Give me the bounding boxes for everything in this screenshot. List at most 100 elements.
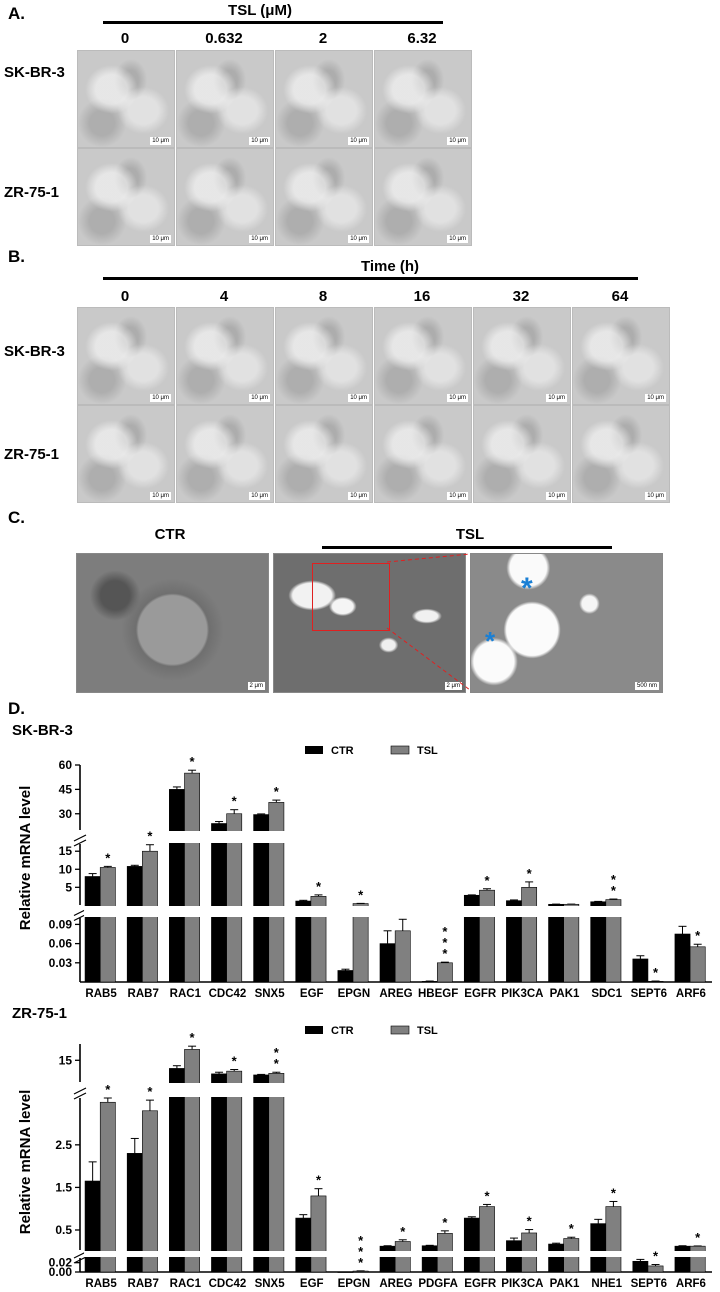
panel-a-scale-label: 10 μm xyxy=(249,235,270,243)
panel-b-micrograph: 10 μm xyxy=(275,307,373,405)
x-tick-label: EGFR xyxy=(464,988,497,1000)
bar-break-gap xyxy=(267,831,285,843)
panel-b-micrograph: 10 μm xyxy=(572,307,670,405)
legend-label-ctr: CTR xyxy=(331,1025,354,1037)
panel-b-micrograph: 10 μm xyxy=(77,405,175,503)
panel-a-micrograph: 10 μm xyxy=(275,50,373,148)
bar-break-gap xyxy=(352,906,370,917)
y-tick-label: 1.5 xyxy=(55,1180,72,1194)
bar-tsl xyxy=(268,802,285,983)
bar-break-gap xyxy=(99,1251,117,1257)
bar-tsl xyxy=(647,1265,664,1273)
bar-tsl xyxy=(184,1049,200,1273)
panel-a-micrograph: 10 μm xyxy=(275,148,373,246)
panel-b-scale-label: 10 μm xyxy=(249,492,270,500)
significance-mark: * xyxy=(316,1173,322,1188)
bar-ctr xyxy=(379,1245,396,1273)
bar-ctr xyxy=(632,958,649,983)
y-tick-label: 15 xyxy=(59,1053,73,1067)
bar-tsl xyxy=(99,1101,116,1273)
bar-break-gap xyxy=(252,906,270,917)
panel-a-letter: A. xyxy=(8,4,25,23)
y-tick-label: 0.02 xyxy=(49,1256,73,1270)
bar-tsl xyxy=(394,930,411,983)
panel-a-micrograph: 10 μm xyxy=(77,148,175,246)
panel-a-treatment-bar xyxy=(103,21,443,24)
panel-a-column-header: 6.32 xyxy=(407,30,437,47)
significance-mark: * xyxy=(147,1084,153,1099)
bar-break-gap xyxy=(210,831,228,843)
bar-break-gap xyxy=(84,1251,102,1257)
significance-mark: * xyxy=(611,872,617,887)
bar-ctr xyxy=(84,876,101,983)
axis-break-mark xyxy=(73,834,87,842)
panel-b-micrograph: 10 μm xyxy=(275,405,373,503)
bar-break-gap xyxy=(168,1251,186,1257)
bar-tsl xyxy=(479,1206,495,1273)
bar-break-gap xyxy=(604,906,622,917)
panel-a-micrograph: 10 μm xyxy=(176,148,274,246)
panel-c-tsl-label: TSL xyxy=(455,526,485,543)
panel-b-letter: B. xyxy=(8,247,25,266)
x-tick-label: PIK3CA xyxy=(501,1278,543,1290)
significance-mark: * xyxy=(358,1255,364,1270)
panel-b-micrograph: 10 μm xyxy=(473,307,571,405)
bar-ctr xyxy=(126,866,143,983)
bar-break-gap xyxy=(168,1083,186,1097)
bar-ctr xyxy=(211,1073,227,1273)
panel-a-scale-label: 10 μm xyxy=(447,235,468,243)
x-tick-label: RAB7 xyxy=(128,1278,159,1290)
axis-break-mark xyxy=(73,1087,87,1095)
significance-mark: * xyxy=(484,873,490,888)
y-tick-label: 2.5 xyxy=(55,1138,72,1152)
vacuole-asterisk-2: * xyxy=(485,626,496,656)
bar-break-gap xyxy=(267,1083,285,1097)
panel-b-column-header: 0 xyxy=(120,288,130,305)
y-tick-label: 60 xyxy=(59,758,73,772)
panel-a-row-label-skbr3: SK-BR-3 xyxy=(4,64,65,81)
panel-a-micrograph: 10 μm xyxy=(374,148,472,246)
tem-zoom-guides xyxy=(386,553,471,691)
bar-break-gap xyxy=(252,831,270,843)
panel-b-scale-label: 10 μm xyxy=(645,394,666,402)
x-tick-label: PAK1 xyxy=(550,988,580,1000)
panel-a-scale-label: 10 μm xyxy=(150,235,171,243)
significance-mark: * xyxy=(442,1215,448,1230)
x-tick-label: EGF xyxy=(300,1278,324,1290)
bar-tsl xyxy=(436,962,453,983)
legend-swatch-tsl xyxy=(390,1025,410,1035)
x-tick-label: PAK1 xyxy=(550,1278,580,1290)
tem-scale-tsl: 2 μm xyxy=(444,682,462,690)
x-tick-label: EGF xyxy=(300,988,324,1000)
bar-break-gap xyxy=(294,1251,312,1257)
panel-b-column-header: 16 xyxy=(413,288,431,305)
tem-scale-zoom: 500 nm xyxy=(634,682,659,690)
panel-b-treatment-label: Time (h) xyxy=(360,258,420,275)
significance-mark: * xyxy=(274,1056,280,1071)
significance-mark: * xyxy=(695,928,701,943)
x-tick-label: EPGN xyxy=(338,988,371,1000)
significance-mark: * xyxy=(611,883,617,898)
bar-break-gap xyxy=(378,1251,397,1257)
bar-break-gap xyxy=(84,906,102,917)
panel-a-scale-label: 10 μm xyxy=(150,137,171,145)
panel-b-scale-label: 10 μm xyxy=(645,492,666,500)
bar-tsl xyxy=(605,1206,622,1273)
panel-b-micrograph: 10 μm xyxy=(77,307,175,405)
bar-break-gap xyxy=(126,906,144,917)
chart-skbr3: Relative mRNA level CTR TSL 60 45 30 15 10 5 0.09… xyxy=(17,745,712,1000)
bar-ctr xyxy=(169,789,185,983)
significance-mark: * xyxy=(442,946,448,961)
significance-mark: * xyxy=(484,1188,490,1203)
panel-b-scale-label: 10 μm xyxy=(150,394,171,402)
tem-image-tsl: 2 μm xyxy=(273,553,466,693)
panel-b-row-label-skbr3: SK-BR-3 xyxy=(4,343,65,360)
y-tick-label: 0.5 xyxy=(55,1223,72,1237)
bar-break-gap xyxy=(309,906,328,917)
x-tick-label: HBEGF xyxy=(418,988,458,1000)
bar-break-gap xyxy=(99,906,117,917)
tem-scale-ctr: 2 μm xyxy=(247,682,265,690)
axis-break-mark xyxy=(73,1092,87,1100)
bar-ctr xyxy=(674,933,691,983)
chart-zr751: Relative mRNA level CTR TSL 15 2.5 1.5 0.5 0.02… xyxy=(17,1025,712,1290)
